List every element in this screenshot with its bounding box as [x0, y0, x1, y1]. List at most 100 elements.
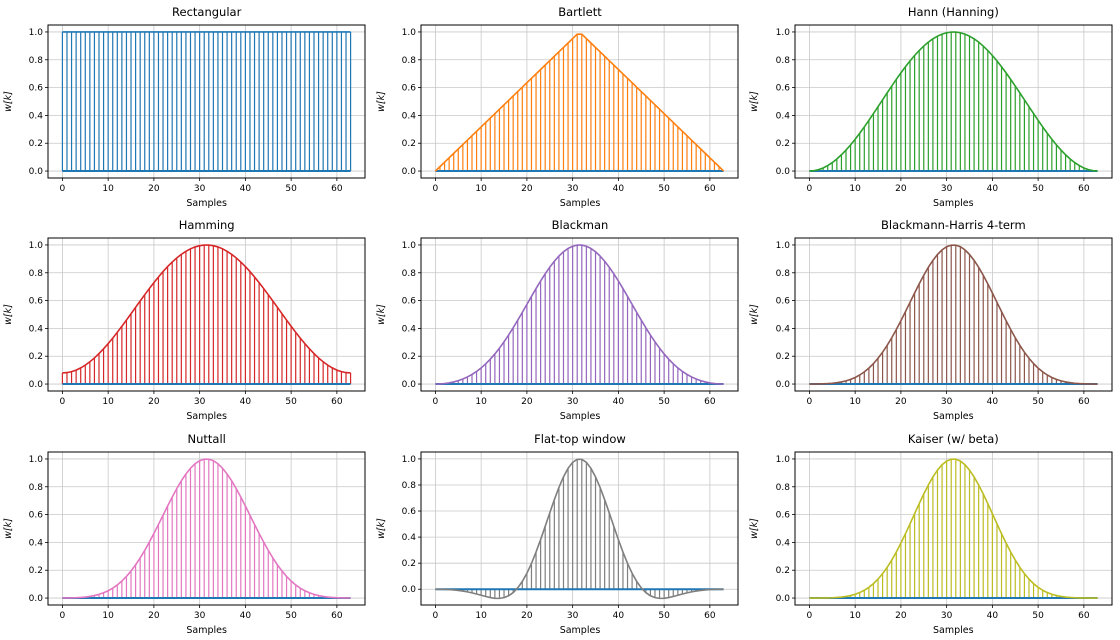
svg-text:30: 30 — [941, 184, 953, 194]
svg-text:40: 40 — [240, 397, 252, 407]
svg-text:0.4: 0.4 — [775, 538, 790, 548]
svg-text:60: 60 — [704, 184, 716, 194]
plot-title: Hamming — [178, 218, 235, 233]
svg-text:10: 10 — [476, 611, 488, 621]
y-axis-label: w[k] — [373, 20, 389, 197]
svg-text:0.0: 0.0 — [29, 380, 44, 390]
svg-text:0.2: 0.2 — [775, 353, 789, 363]
y-axis-label: w[k] — [747, 447, 763, 624]
svg-text:0.6: 0.6 — [29, 84, 44, 94]
y-axis-label-text: w[k] — [749, 91, 761, 112]
svg-text:0.8: 0.8 — [402, 269, 417, 279]
y-axis-label-text: w[k] — [2, 91, 14, 112]
svg-text:0.4: 0.4 — [29, 325, 44, 335]
svg-text:0.2: 0.2 — [29, 566, 43, 576]
subplot-bartlett: Bartlett w[k] 0 10 20 30 40 50 60 0.0 0.2 0.4 0.6 0… — [373, 0, 746, 213]
svg-text:0.8: 0.8 — [775, 482, 790, 492]
svg-text:0.6: 0.6 — [775, 510, 790, 520]
svg-text:10: 10 — [102, 184, 114, 194]
y-axis-label-text: w[k] — [2, 517, 14, 539]
subplot-blackman: Blackman w[k] 0 10 20 30 40 50 60 0.0 0.2 0.4 0.6 0… — [373, 213, 746, 426]
svg-text:10: 10 — [102, 397, 114, 407]
y-axis-label: w[k] — [373, 233, 389, 410]
svg-text:30: 30 — [567, 611, 579, 621]
svg-text:0.2: 0.2 — [29, 139, 43, 149]
plot-canvas-hann: 0 10 20 30 40 50 60 0.0 0.2 0.4 0.6 0.8 1.0 — [775, 24, 1113, 194]
svg-text:0.8: 0.8 — [29, 56, 44, 66]
svg-text:0.0: 0.0 — [402, 167, 417, 177]
svg-text:0.0: 0.0 — [775, 167, 790, 177]
svg-text:40: 40 — [240, 184, 252, 194]
subplot-blackman-harris: Blackmann-Harris 4-term w[k] 0 10 20 30 40 50… — [747, 213, 1120, 426]
svg-text:0.6: 0.6 — [775, 297, 790, 307]
svg-text:40: 40 — [240, 611, 252, 621]
svg-text:1.0: 1.0 — [29, 455, 44, 465]
svg-text:0: 0 — [60, 611, 66, 621]
svg-text:10: 10 — [849, 397, 861, 407]
x-axis-label: Samples — [933, 624, 974, 636]
y-axis-label: w[k] — [747, 20, 763, 197]
svg-text:0.2: 0.2 — [29, 353, 43, 363]
svg-text:0: 0 — [806, 397, 812, 407]
svg-text:1.0: 1.0 — [402, 28, 417, 38]
svg-text:0: 0 — [433, 611, 439, 621]
svg-text:20: 20 — [148, 611, 160, 621]
svg-text:0.2: 0.2 — [402, 139, 416, 149]
svg-text:0.2: 0.2 — [402, 353, 416, 363]
plot-row: w[k] 0 10 20 30 40 50 60 0.0 0.2 0.4 0.6 0.8 1.0 — [747, 447, 1120, 624]
svg-text:0.6: 0.6 — [402, 84, 417, 94]
svg-text:60: 60 — [331, 184, 343, 194]
svg-text:50: 50 — [285, 611, 297, 621]
y-axis-label-text: w[k] — [749, 304, 761, 326]
svg-text:20: 20 — [521, 184, 533, 194]
svg-text:0: 0 — [806, 184, 812, 194]
svg-text:20: 20 — [521, 611, 533, 621]
svg-text:10: 10 — [849, 184, 861, 194]
y-axis-label-text: w[k] — [375, 91, 387, 112]
subplot-kaiser: Kaiser (w/ beta) w[k] 0 10 20 30 40 50 60 0.0 0.… — [747, 427, 1120, 640]
svg-text:0.2: 0.2 — [775, 139, 789, 149]
svg-text:50: 50 — [1032, 184, 1044, 194]
svg-text:0.0: 0.0 — [775, 594, 790, 604]
plot-row: w[k] 0 10 20 30 40 50 60 0.0 0.2 0.4 0.6 0.8 1.0 — [373, 447, 746, 624]
plot-row: w[k] 0 10 20 30 40 50 60 0.0 0.2 0.4 0.6 0.8 1.0 — [373, 233, 746, 410]
svg-text:1.0: 1.0 — [29, 28, 44, 38]
svg-text:20: 20 — [895, 184, 907, 194]
svg-text:1.0: 1.0 — [775, 28, 790, 38]
svg-text:0.4: 0.4 — [402, 325, 417, 335]
plot-canvas-nuttall: 0 10 20 30 40 50 60 0.0 0.2 0.4 0.6 0.8 1.0 — [29, 451, 366, 621]
svg-text:0: 0 — [60, 397, 66, 407]
svg-text:40: 40 — [986, 184, 998, 194]
x-axis-label: Samples — [559, 411, 601, 423]
svg-text:10: 10 — [849, 611, 861, 621]
svg-text:0.8: 0.8 — [775, 269, 790, 279]
svg-text:50: 50 — [659, 397, 671, 407]
svg-text:1.0: 1.0 — [402, 455, 417, 465]
x-axis-label: Samples — [933, 411, 974, 423]
plot-row: w[k] 0 10 20 30 40 50 60 0.0 0.2 0.4 0.6 0.8 1.0 — [0, 447, 373, 624]
plot-canvas-kaiser: 0 10 20 30 40 50 60 0.0 0.2 0.4 0.6 0.8 1.0 — [775, 451, 1113, 621]
plot-canvas-bartlett: 0 10 20 30 40 50 60 0.0 0.2 0.4 0.6 0.8 1.0 — [402, 24, 739, 194]
svg-text:0.6: 0.6 — [29, 510, 44, 520]
plot-canvas-flattop: 0 10 20 30 40 50 60 0.0 0.2 0.4 0.6 0.8 1.0 — [402, 451, 739, 621]
y-axis-label-text: w[k] — [375, 304, 387, 326]
plot-title: Kaiser (w/ beta) — [907, 431, 999, 446]
y-axis-label-text: w[k] — [749, 517, 761, 539]
svg-text:0.2: 0.2 — [775, 566, 789, 576]
svg-text:50: 50 — [285, 397, 297, 407]
svg-text:60: 60 — [1078, 184, 1090, 194]
svg-text:60: 60 — [1078, 611, 1090, 621]
svg-text:50: 50 — [1032, 611, 1044, 621]
svg-text:1.0: 1.0 — [29, 241, 44, 251]
svg-text:20: 20 — [148, 397, 160, 407]
y-axis-label: w[k] — [373, 447, 389, 624]
y-axis-label-text: w[k] — [375, 517, 387, 539]
svg-text:30: 30 — [194, 611, 206, 621]
svg-text:0.4: 0.4 — [402, 533, 417, 543]
svg-text:0.6: 0.6 — [29, 297, 44, 307]
svg-text:60: 60 — [331, 611, 343, 621]
svg-text:0.8: 0.8 — [402, 481, 417, 491]
x-axis-label: Samples — [559, 624, 601, 636]
svg-text:0.0: 0.0 — [29, 594, 44, 604]
y-axis-label: w[k] — [0, 233, 16, 410]
